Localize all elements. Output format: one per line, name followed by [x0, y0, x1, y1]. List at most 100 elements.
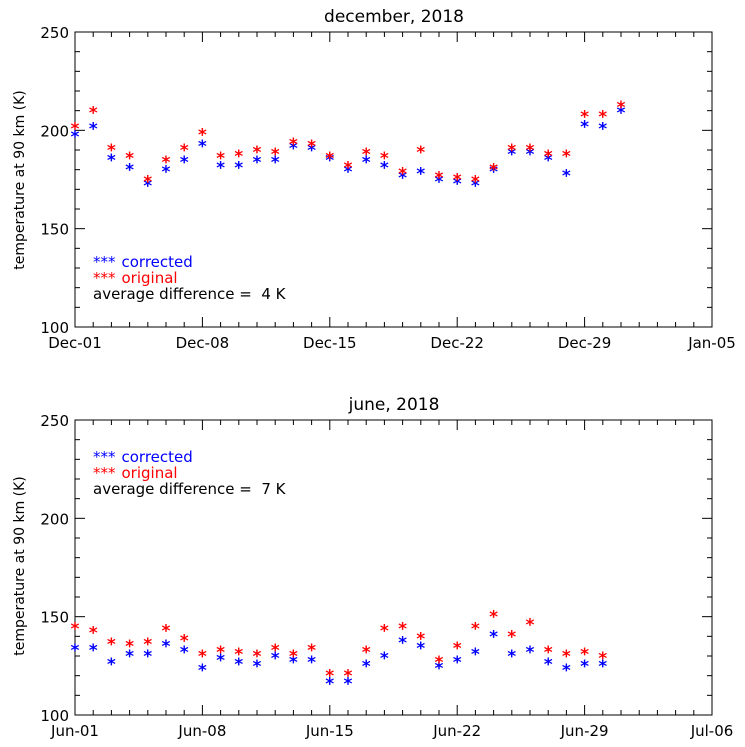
- data-point-corrected: *: [197, 137, 207, 157]
- legend-label: corrected: [122, 448, 193, 466]
- data-point-corrected: *: [379, 159, 389, 179]
- legend-entry-corrected: *** corrected: [93, 448, 193, 466]
- x-tick-label: Dec-22: [430, 334, 484, 352]
- data-point-original: *: [543, 643, 553, 663]
- data-point-original: *: [507, 627, 517, 647]
- data-point-original: *: [325, 149, 335, 169]
- data-point-original: *: [452, 171, 462, 191]
- data-point-original: *: [179, 141, 189, 161]
- data-point-original: *: [270, 641, 280, 661]
- data-point-corrected: *: [488, 627, 498, 647]
- data-point-original: *: [197, 647, 207, 667]
- data-point-corrected: *: [343, 675, 353, 695]
- legend: *** corrected *** original average differe…: [93, 253, 287, 303]
- data-point-original: *: [561, 147, 571, 167]
- data-point-corrected: *: [124, 647, 134, 667]
- data-point-original: *: [598, 649, 608, 669]
- y-axis-label: temperature at 90 km (K): [12, 476, 28, 656]
- data-point-corrected: *: [70, 641, 80, 661]
- data-point-original: *: [197, 125, 207, 145]
- data-point-original: *: [488, 608, 498, 628]
- x-tick-label: Jun-29: [560, 722, 609, 740]
- data-point-corrected: *: [507, 145, 517, 165]
- data-point-corrected: *: [288, 653, 298, 673]
- december-panel: december, 2018 temperature at 90 km (K) …: [12, 7, 736, 352]
- data-point-original: *: [252, 647, 262, 667]
- data-point-original: *: [306, 137, 316, 157]
- y-tick-label: 250: [40, 24, 69, 42]
- data-point-original: *: [143, 635, 153, 655]
- x-tick-label: Dec-01: [48, 334, 102, 352]
- data-point-corrected: *: [361, 657, 371, 677]
- data-point-corrected: *: [525, 145, 535, 165]
- data-point-original: *: [507, 141, 517, 161]
- data-point-corrected: *: [306, 653, 316, 673]
- data-point-original: *: [215, 149, 225, 169]
- data-point-corrected: *: [143, 176, 153, 196]
- data-point-corrected: *: [234, 159, 244, 179]
- data-point-corrected: *: [416, 639, 426, 659]
- y-tick-label: 200: [40, 122, 69, 140]
- data-point-corrected: *: [106, 655, 116, 675]
- data-point-corrected: *: [215, 651, 225, 671]
- data-point-corrected: *: [179, 643, 189, 663]
- data-point-original: *: [306, 641, 316, 661]
- x-tick-label: Jan-05: [687, 334, 736, 352]
- chart-title: june, 2018: [348, 395, 440, 415]
- data-points: ****************************************…: [70, 98, 626, 197]
- axis-ticks: 100 150 200 250 Jun-01 Jun-08 Jun-15 Jun-22 Jun-…: [40, 412, 733, 740]
- x-tick-label: Jun-22: [432, 722, 481, 740]
- data-point-original: *: [88, 104, 98, 124]
- data-point-original: *: [325, 667, 335, 687]
- data-point-corrected: *: [325, 675, 335, 695]
- data-point-original: *: [70, 620, 80, 640]
- data-point-original: *: [143, 173, 153, 193]
- y-tick-label: 100: [40, 319, 69, 337]
- data-point-original: *: [397, 165, 407, 185]
- data-point-corrected: *: [361, 153, 371, 173]
- x-tick-label: Jun-08: [177, 722, 226, 740]
- chart-title: december, 2018: [324, 7, 464, 27]
- data-point-corrected: *: [215, 159, 225, 179]
- data-point-original: *: [106, 141, 116, 161]
- x-tick-label: Jun-15: [305, 722, 354, 740]
- data-point-corrected: *: [434, 659, 444, 679]
- data-point-original: *: [88, 623, 98, 643]
- data-point-corrected: *: [161, 163, 171, 183]
- y-axis-label: temperature at 90 km (K): [12, 90, 28, 270]
- data-point-corrected: *: [306, 141, 316, 161]
- data-point-corrected: *: [288, 139, 298, 159]
- data-point-corrected: *: [470, 645, 480, 665]
- legend-entry-original: *** original: [93, 464, 178, 482]
- data-point-original: *: [70, 119, 80, 139]
- data-point-original: *: [179, 631, 189, 651]
- data-point-corrected: *: [161, 637, 171, 657]
- data-point-corrected: *: [561, 661, 571, 681]
- x-tick-label: Jun-01: [50, 722, 99, 740]
- data-point-original: *: [543, 147, 553, 167]
- data-point-corrected: *: [434, 173, 444, 193]
- legend-marker: ***: [93, 464, 116, 482]
- data-point-corrected: *: [416, 165, 426, 185]
- x-tick-label: Dec-29: [558, 334, 612, 352]
- data-point-original: *: [288, 647, 298, 667]
- plot-frame: [74, 419, 713, 716]
- data-point-original: *: [616, 98, 626, 118]
- data-point-original: *: [379, 621, 389, 641]
- data-point-original: *: [579, 645, 589, 665]
- legend-marker: ***: [93, 269, 116, 287]
- data-point-original: *: [434, 653, 444, 673]
- data-point-corrected: *: [397, 633, 407, 653]
- data-point-original: *: [288, 135, 298, 155]
- june-panel: june, 2018 temperature at 90 km (K) 1001…: [12, 395, 733, 740]
- data-point-corrected: *: [143, 647, 153, 667]
- data-point-corrected: *: [197, 661, 207, 681]
- data-point-original: *: [161, 621, 171, 641]
- data-point-original: *: [343, 159, 353, 179]
- data-point-corrected: *: [379, 649, 389, 669]
- data-point-original: *: [525, 141, 535, 161]
- data-point-corrected: *: [543, 655, 553, 675]
- data-point-corrected: *: [488, 163, 498, 183]
- data-point-corrected: *: [234, 655, 244, 675]
